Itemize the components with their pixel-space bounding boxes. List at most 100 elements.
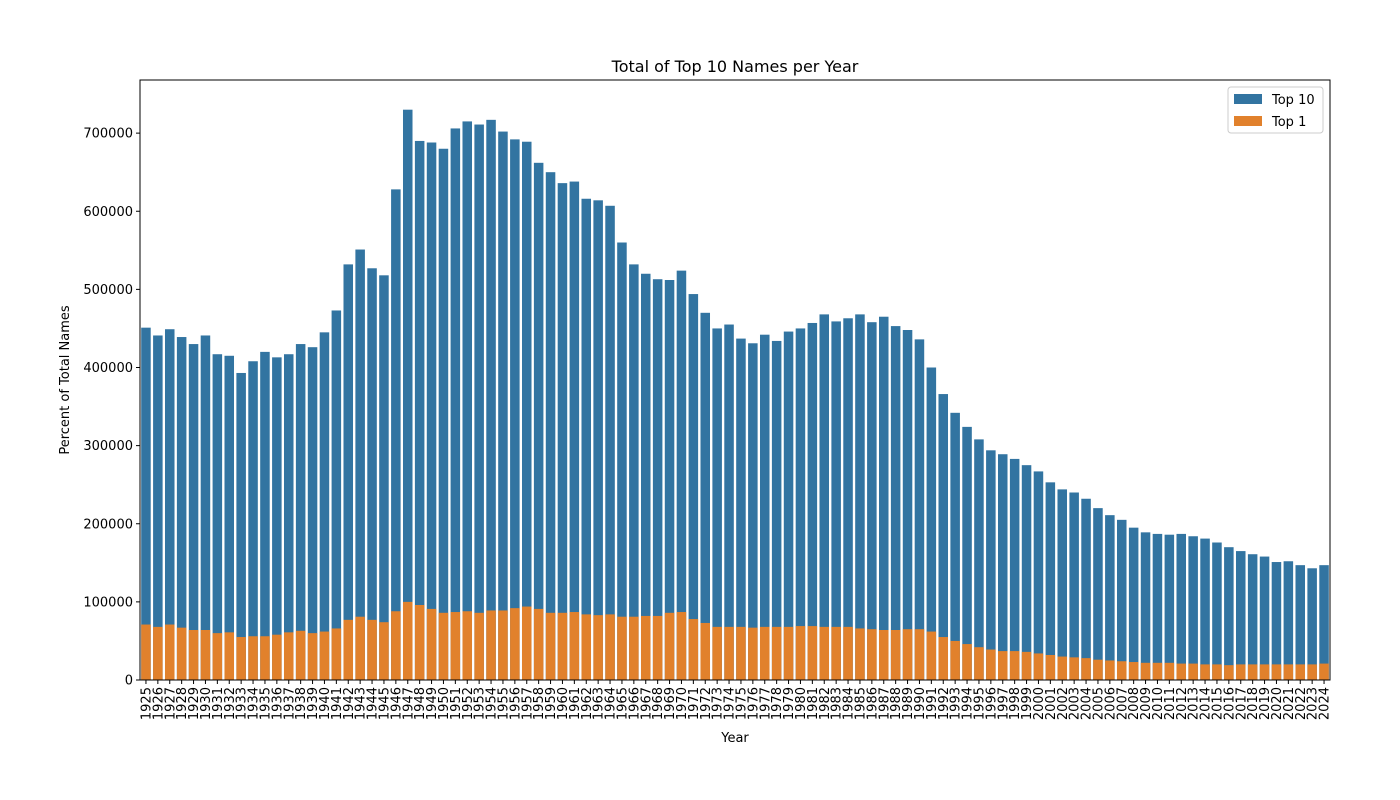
bar-top1-2018 xyxy=(1247,664,1258,681)
bar-top1-1996 xyxy=(986,649,996,680)
bar-top1-1954 xyxy=(486,610,496,680)
x-tick-label: 2016 xyxy=(1222,687,1237,720)
bar-top1-1941 xyxy=(331,628,342,680)
bar-top1-1940 xyxy=(319,631,330,680)
bar-top1-1947 xyxy=(402,601,413,681)
bar-top10-1968 xyxy=(652,279,663,680)
bar-top1-2021 xyxy=(1283,664,1294,681)
bar-top10-1984 xyxy=(843,318,853,680)
bar-top10-2016 xyxy=(1224,547,1234,680)
x-tick-label: 1954 xyxy=(485,687,500,720)
chart-title: Total of Top 10 Names per Year xyxy=(611,57,859,76)
bar-top10-1992 xyxy=(938,394,949,680)
x-tick-label: 1970 xyxy=(675,687,690,720)
x-tick-label: 2005 xyxy=(1091,687,1106,720)
x-tick-label: 1994 xyxy=(961,687,976,720)
bar-top10-1953 xyxy=(474,124,484,680)
x-tick-label: 1997 xyxy=(996,687,1011,720)
x-tick-label: 1938 xyxy=(294,687,309,720)
bar-top1-1963 xyxy=(593,615,603,680)
bar-top1-2016 xyxy=(1224,665,1234,680)
bar-top10-1979 xyxy=(783,331,794,680)
x-tick-label: 1966 xyxy=(627,687,642,720)
bar-top10-2023 xyxy=(1307,568,1317,680)
bar-top10-1957 xyxy=(521,141,532,681)
bar-top10-2018 xyxy=(1247,554,1258,680)
bar-top10-1931 xyxy=(212,354,223,680)
bar-top10-1999 xyxy=(1021,465,1032,680)
bar-top10-1965 xyxy=(617,242,627,680)
bar-top10-1969 xyxy=(664,280,675,680)
series-2 xyxy=(141,601,1329,681)
bar-top1-1927 xyxy=(164,624,175,680)
bar-top1-1932 xyxy=(224,632,235,680)
bar-top1-1981 xyxy=(807,626,818,680)
bar-top1-1977 xyxy=(759,626,770,681)
x-tick-label: 1963 xyxy=(592,687,607,720)
bar-top1-1990 xyxy=(914,629,925,680)
x-tick-label: 1949 xyxy=(425,687,440,720)
bar-top10-1933 xyxy=(236,372,246,680)
bar-top10-1989 xyxy=(902,330,913,680)
x-tick-label: 1952 xyxy=(461,687,476,720)
x-tick-label: 2010 xyxy=(1151,687,1166,720)
y-axis-title: Percent of Total Names xyxy=(58,305,73,455)
x-tick-label: 1939 xyxy=(306,687,321,720)
x-tick-label: 1974 xyxy=(723,687,738,720)
bar-top1-1933 xyxy=(236,637,246,680)
bar-top10-2001 xyxy=(1045,482,1056,680)
bar-top10-2011 xyxy=(1164,534,1175,680)
bar-top1-1965 xyxy=(617,616,627,680)
bar-top10-1940 xyxy=(319,332,330,680)
bar-top1-1948 xyxy=(414,605,425,680)
bar-top1-1991 xyxy=(926,631,937,680)
x-tick-label: 1945 xyxy=(377,687,392,720)
legend-swatch xyxy=(1234,94,1262,104)
x-tick-label: 1926 xyxy=(151,687,166,720)
bar-top10-1934 xyxy=(248,361,258,680)
bar-top10-1986 xyxy=(867,322,877,680)
x-tick-label: 1998 xyxy=(1008,687,1023,720)
x-tick-label: 2020 xyxy=(1270,687,1285,720)
bar-top1-1925 xyxy=(141,624,151,680)
bar-top1-2004 xyxy=(1081,658,1091,681)
x-tick-label: 2014 xyxy=(1199,687,1214,720)
x-tick-label: 1985 xyxy=(853,687,868,720)
x-tick-label: 1996 xyxy=(984,687,999,720)
x-tick-label: 2017 xyxy=(1234,687,1249,720)
bar-top10-2015 xyxy=(1212,542,1222,680)
x-tick-label: 1928 xyxy=(175,687,190,720)
x-tick-label: 1965 xyxy=(615,687,630,720)
bar-top10-1926 xyxy=(153,335,163,680)
bar-top10-2014 xyxy=(1200,538,1210,680)
x-tick-label: 1956 xyxy=(508,687,523,720)
x-tick-label: 2009 xyxy=(1139,687,1154,720)
bar-top10-2005 xyxy=(1093,508,1103,681)
bar-top1-1966 xyxy=(629,616,639,680)
bar-top1-1926 xyxy=(153,626,163,681)
bar-top10-1983 xyxy=(831,321,841,680)
x-tick-label: 1950 xyxy=(437,687,452,720)
bar-top10-2019 xyxy=(1259,556,1270,680)
bar-top1-1969 xyxy=(664,612,675,680)
legend: Top 10 Top 1 xyxy=(1227,86,1324,134)
legend-label: Top 1 xyxy=(1271,115,1306,130)
bar-top1-1975 xyxy=(736,626,746,681)
bar-top10-1927 xyxy=(164,329,175,680)
bar-top10-1950 xyxy=(438,148,449,680)
x-tick-label: 1927 xyxy=(163,687,178,720)
bar-top10-1941 xyxy=(331,310,342,680)
bar-top10-1964 xyxy=(605,205,615,680)
x-tick-label: 1987 xyxy=(877,687,892,720)
bar-top1-2022 xyxy=(1295,664,1306,681)
x-tick-label: 1958 xyxy=(532,687,547,720)
bar-top10-1954 xyxy=(486,119,496,681)
bar-top10-1938 xyxy=(295,344,306,680)
x-tick-label: 1930 xyxy=(199,687,214,720)
x-tick-label: 2023 xyxy=(1306,687,1321,720)
x-tick-label: 1969 xyxy=(663,687,678,720)
x-tick-label: 2022 xyxy=(1294,687,1309,720)
bar-top1-2019 xyxy=(1259,664,1270,681)
bar-top10-1942 xyxy=(343,264,354,681)
bar-top10-1991 xyxy=(926,367,937,680)
